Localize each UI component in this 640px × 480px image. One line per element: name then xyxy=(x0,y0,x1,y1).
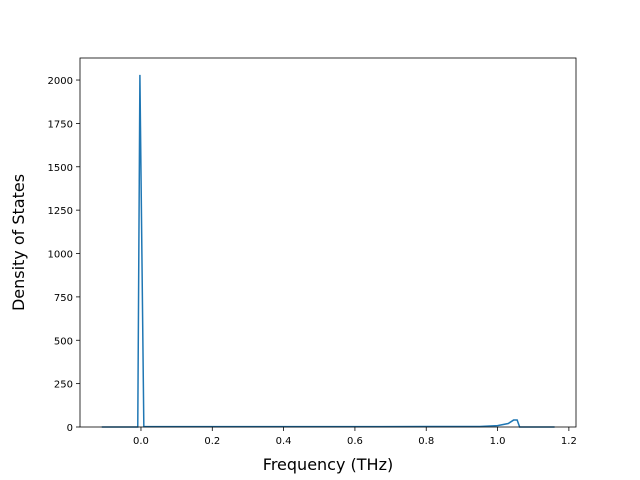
plot-frame xyxy=(79,57,577,428)
y-axis-label: Density of States xyxy=(9,174,28,311)
y-tick-label: 750 xyxy=(54,293,73,304)
y-tick-label: 1250 xyxy=(48,206,73,217)
y-tick-label: 250 xyxy=(54,380,73,391)
y-tick-label: 1750 xyxy=(48,119,73,130)
x-tick-label: 0.6 xyxy=(347,436,363,447)
x-tick-label: 0.4 xyxy=(276,436,292,447)
x-tick-label: 0.0 xyxy=(133,436,149,447)
y-tick-label: 500 xyxy=(54,336,73,347)
y-tick-label: 1000 xyxy=(48,250,73,261)
x-tick-label: 1.2 xyxy=(561,436,577,447)
x-axis-label: Frequency (THz) xyxy=(263,455,393,474)
y-tick-label: 2000 xyxy=(48,76,73,87)
x-tick-label: 1.0 xyxy=(490,436,506,447)
y-tick-label: 0 xyxy=(67,423,73,434)
x-tick-label: 0.2 xyxy=(204,436,220,447)
x-tick-label: 0.8 xyxy=(418,436,434,447)
y-tick-label: 1500 xyxy=(48,163,73,174)
line xyxy=(101,74,555,428)
